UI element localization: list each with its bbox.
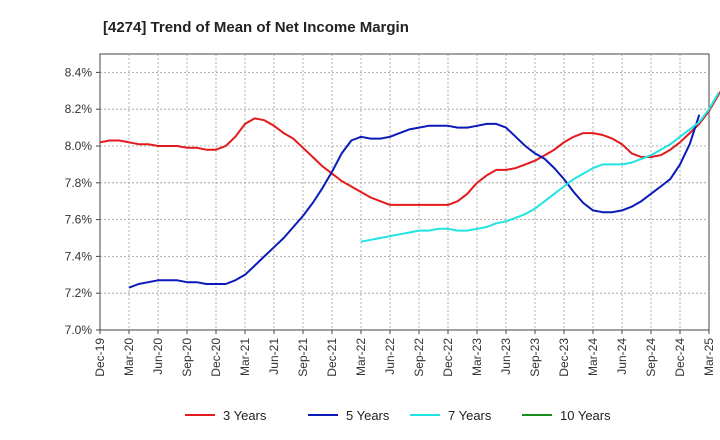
- legend: 3 Years 5 Years 7 Years 10 Years: [185, 408, 611, 423]
- chart-title: [4274] Trend of Mean of Net Income Margi…: [103, 19, 409, 36]
- x-tick-label: Sep-24: [644, 338, 658, 377]
- legend-label-5-years: 5 Years: [346, 408, 390, 423]
- legend-label-3-years: 3 Years: [223, 408, 267, 423]
- x-tick-label: Jun-23: [499, 338, 513, 375]
- y-tick-label: 7.2%: [65, 286, 93, 300]
- x-tick-label: Jun-22: [383, 338, 397, 375]
- x-axis-ticks: Dec-19 Mar-20 Jun-20 Sep-20 Dec-20 Mar-21 Jun-…: [93, 330, 716, 377]
- x-tick-label: Sep-22: [412, 338, 426, 377]
- x-tick-label: Mar-25: [702, 338, 716, 376]
- series-line-7-years: [360, 92, 720, 243]
- y-tick-label: 8.4%: [65, 65, 93, 79]
- x-tick-label: Mar-24: [586, 338, 600, 376]
- x-tick-label: Dec-20: [209, 338, 223, 377]
- y-tick-label: 8.2%: [65, 102, 93, 116]
- x-tick-label: Dec-24: [673, 338, 687, 377]
- x-tick-label: Dec-19: [93, 338, 107, 377]
- x-tick-label: Dec-22: [441, 338, 455, 377]
- x-tick-label: Mar-23: [470, 338, 484, 376]
- x-tick-label: Sep-21: [296, 338, 310, 377]
- x-tick-label: Sep-20: [180, 338, 194, 377]
- legend-label-10-years: 10 Years: [560, 408, 611, 423]
- y-tick-label: 7.6%: [65, 213, 93, 227]
- series-lines: [99, 90, 720, 289]
- x-tick-label: Sep-23: [528, 338, 542, 377]
- x-tick-label: Jun-21: [267, 338, 281, 375]
- y-tick-label: 7.0%: [65, 323, 93, 337]
- x-tick-label: Jun-24: [615, 338, 629, 375]
- y-tick-label: 8.0%: [65, 139, 93, 153]
- x-tick-label: Jun-20: [151, 338, 165, 375]
- y-tick-label: 7.4%: [65, 249, 93, 263]
- series-line-5-years: [128, 114, 701, 289]
- x-tick-label: Dec-21: [325, 338, 339, 377]
- legend-label-7-years: 7 Years: [448, 408, 492, 423]
- plot-area: [99, 53, 710, 331]
- x-tick-label: Mar-21: [238, 338, 252, 376]
- x-tick-label: Mar-20: [122, 338, 136, 376]
- x-tick-label: Mar-22: [354, 338, 368, 376]
- grid: [100, 54, 709, 330]
- x-tick-label: Dec-23: [557, 338, 571, 377]
- series-line-3-years: [99, 90, 720, 206]
- y-axis-ticks: 7.0% 7.2% 7.4% 7.6% 7.8% 8.0% 8.2% 8.4%: [65, 65, 100, 337]
- y-tick-label: 7.8%: [65, 176, 93, 190]
